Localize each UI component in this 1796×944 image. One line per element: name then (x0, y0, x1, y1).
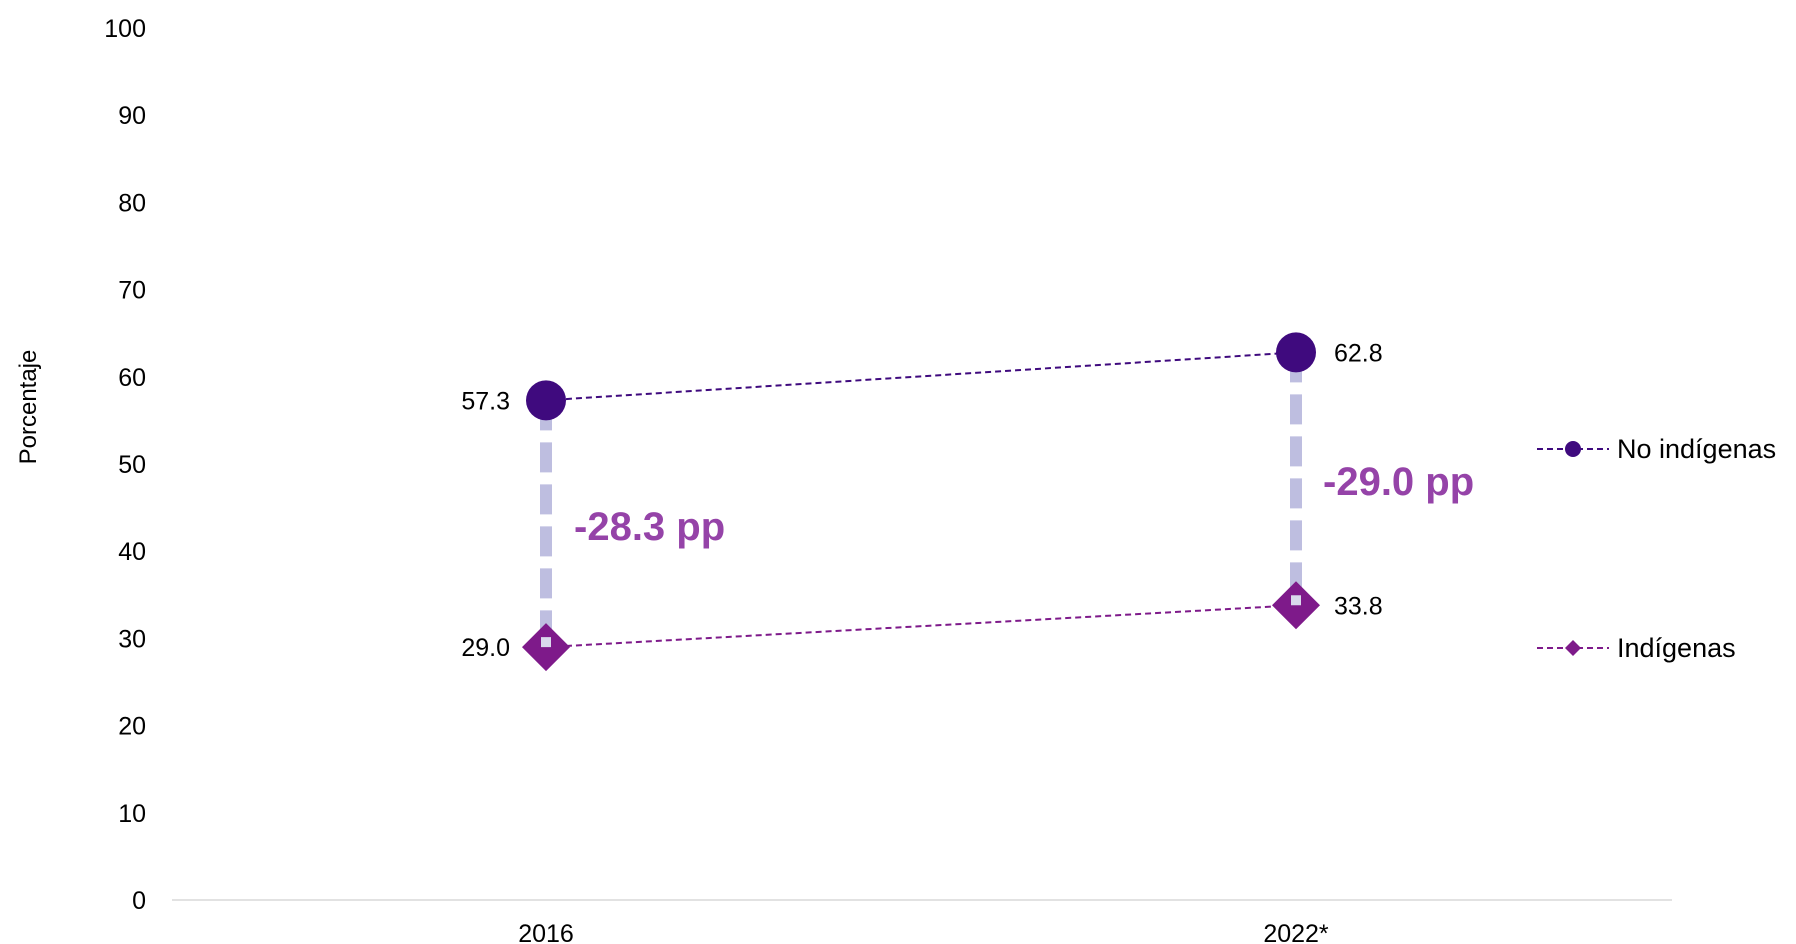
y-tick-label: 10 (118, 800, 146, 828)
y-tick-label: 40 (118, 538, 146, 566)
legend-marker-circle (1565, 441, 1581, 457)
y-tick-label: 100 (104, 15, 146, 43)
legend-label: No indígenas (1617, 434, 1776, 464)
y-tick-label: 30 (118, 625, 146, 653)
connector-end-marker (1291, 595, 1301, 606)
y-axis-ticks: 0 10 20 30 40 50 60 70 80 90 100 (104, 15, 146, 915)
y-tick-label: 60 (118, 364, 146, 392)
y-tick-label: 50 (118, 451, 146, 479)
y-tick-label: 20 (118, 713, 146, 741)
data-label: 62.8 (1334, 339, 1383, 367)
series-line (545, 604, 1297, 649)
y-tick-label: 70 (118, 277, 146, 305)
y-tick-label: 80 (118, 189, 146, 217)
x-tick-label: 2022* (1263, 920, 1329, 944)
data-label: 57.3 (461, 387, 510, 415)
series-line (545, 351, 1297, 402)
data-point-circle (526, 380, 566, 421)
data-label: 33.8 (1334, 592, 1383, 620)
data-point-circle (1276, 332, 1316, 373)
legend: No indígenas Indígenas (1537, 434, 1776, 663)
x-tick-label: 2016 (518, 920, 574, 944)
gap-labels: -28.3 pp -29.0 pp (574, 460, 1474, 549)
legend-label: Indígenas (1617, 633, 1736, 663)
y-tick-label: 0 (132, 887, 146, 915)
data-label: 29.0 (461, 634, 510, 662)
gap-label: -28.3 pp (574, 505, 725, 549)
y-tick-label: 90 (118, 102, 146, 130)
gap-label: -29.0 pp (1323, 460, 1474, 504)
x-axis-ticks: 2016 2022* (518, 920, 1329, 944)
connector-end-marker (541, 637, 551, 648)
y-axis-title: Porcentaje (15, 350, 42, 465)
series-lines: 57.3 62.8 29.0 33.8 (461, 332, 1383, 672)
gap-connectors (540, 352, 1302, 648)
legend-marker-diamond (1565, 640, 1581, 656)
